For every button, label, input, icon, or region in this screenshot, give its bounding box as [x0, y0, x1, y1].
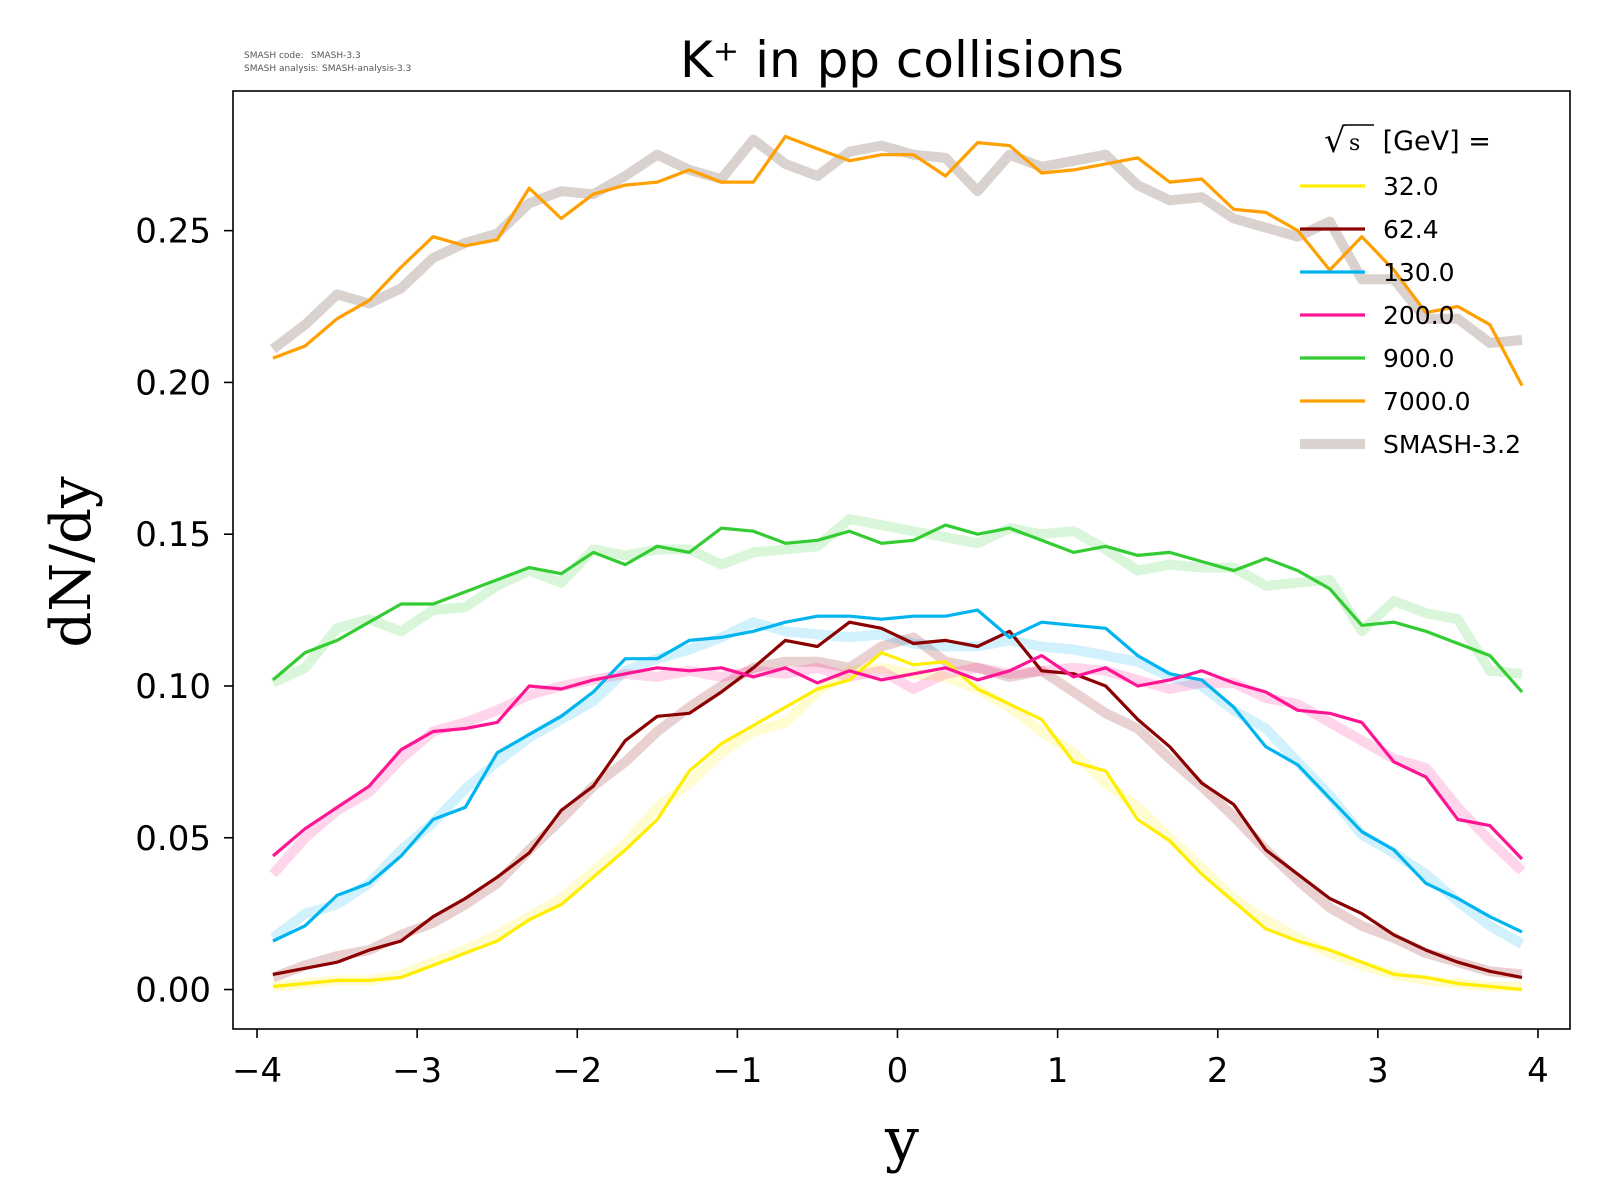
y-tick-label: 0.10	[135, 667, 211, 707]
x-axis-label: y	[884, 1105, 919, 1175]
legend-title-unit: [GeV] =	[1374, 126, 1491, 157]
y-axis-ticks: 0.00 0.05 0.10 0.15 0.20 0.25	[135, 212, 233, 1011]
legend-label: 200.0	[1383, 301, 1455, 330]
credit-code-value: SMASH-3.3	[311, 51, 361, 61]
series-line-200-0	[271, 654, 1524, 861]
x-tick-label: −4	[232, 1051, 282, 1091]
series-line-130-0	[272, 608, 1523, 943]
credit-analysis-label: SMASH analysis:	[244, 64, 318, 74]
smash-credit: SMASH code: SMASH-3.3 SMASH analysis: SM…	[244, 51, 411, 74]
y-tick-label: 0.15	[135, 515, 211, 555]
legend-title-root-symbol: √	[1324, 121, 1346, 161]
x-axis-ticks: −4 −3 −2 −1 0 1 2 3 4	[232, 1029, 1549, 1091]
x-tick-label: 4	[1527, 1051, 1549, 1091]
legend-title-variable: s	[1349, 131, 1360, 156]
y-axis-label: dN/dy	[39, 476, 104, 648]
legend-label: 130.0	[1383, 258, 1455, 287]
series-line-7000-0	[272, 134, 1524, 387]
y-tick-label: 0.00	[135, 971, 211, 1011]
legend: √ s [GeV] = 32.0 62.4 130.0 200.0 900.0 7000.…	[1300, 121, 1521, 459]
credit-code-label: SMASH code:	[244, 51, 304, 61]
x-tick-label: −1	[712, 1051, 762, 1091]
plot-area	[232, 90, 1571, 1030]
legend-entries: 32.0 62.4 130.0 200.0 900.0 7000.0 SMASH-3.2	[1300, 172, 1521, 459]
y-tick-label: 0.05	[135, 819, 211, 859]
legend-label-reference: SMASH-3.2	[1383, 430, 1521, 459]
series-curves	[271, 134, 1524, 992]
y-tick-label: 0.20	[135, 363, 211, 403]
legend-label: 900.0	[1383, 344, 1455, 373]
credit-analysis-value: SMASH-analysis-3.3	[322, 64, 411, 74]
series-line-32-0	[272, 651, 1523, 992]
legend-label: 7000.0	[1383, 387, 1470, 416]
x-tick-label: −2	[552, 1051, 602, 1091]
reference-line-62-4	[271, 632, 1523, 983]
x-tick-label: 0	[887, 1051, 909, 1091]
chart-title: K⁺ in pp collisions	[680, 31, 1124, 89]
x-tick-label: 1	[1047, 1051, 1069, 1091]
y-tick-label: 0.25	[135, 212, 211, 252]
series-line-62-4	[272, 620, 1523, 979]
legend-label: 32.0	[1383, 172, 1439, 201]
x-tick-label: −3	[392, 1051, 442, 1091]
series-line-900-0	[271, 523, 1524, 694]
legend-label: 62.4	[1383, 215, 1439, 244]
x-tick-label: 2	[1207, 1051, 1229, 1091]
x-tick-label: 3	[1367, 1051, 1389, 1091]
reference-line-130-0	[269, 617, 1525, 949]
